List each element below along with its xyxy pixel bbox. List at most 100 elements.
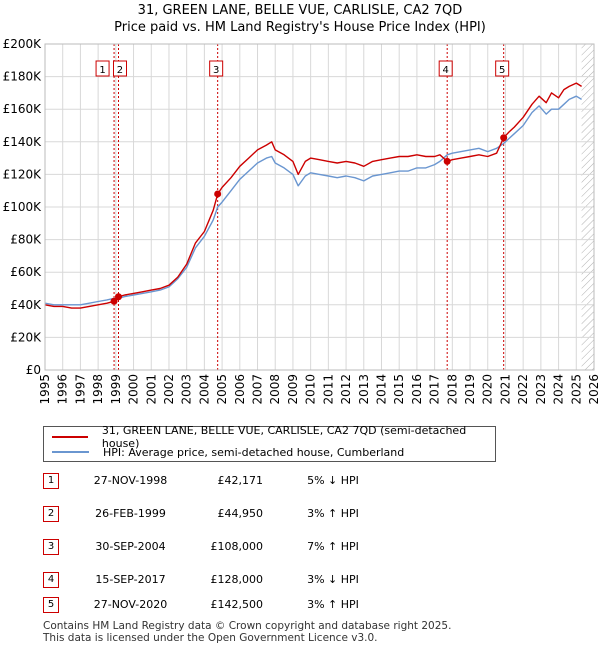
transaction-price: £108,000	[210, 540, 264, 553]
sale-marker-label: 3	[213, 65, 219, 76]
y-tick-label: £140K	[3, 135, 43, 149]
x-tick-label: 1996	[56, 374, 70, 405]
sale-marker-box	[95, 60, 110, 77]
x-tick-label: 2018	[445, 374, 459, 405]
legend-label-hpi: HPI: Average price, semi-detached house,…	[103, 445, 405, 459]
x-tick-label: 2026	[587, 374, 600, 405]
x-tick-label: 1998	[91, 374, 105, 405]
y-tick-label: £60K	[10, 265, 42, 279]
table-row: 4 15-SEP-2017 £128,000 3% ↓ HPI	[43, 569, 463, 589]
y-tick-label: £100K	[3, 200, 43, 214]
x-tick-label: 2002	[162, 374, 176, 405]
x-tick-label: 2005	[215, 374, 229, 405]
property-price-line	[44, 82, 582, 309]
x-tick-label: 2024	[552, 374, 566, 405]
y-tick-label: £180K	[3, 70, 43, 84]
x-tick-label: 2008	[268, 374, 282, 405]
y-tick-label: £0	[26, 363, 41, 377]
y-tick-label: £120K	[3, 167, 43, 181]
transaction-number-badge: 2	[43, 506, 59, 522]
x-tick-label: 2016	[410, 374, 424, 405]
legend-swatch-property	[52, 436, 88, 438]
table-row: 5 27-NOV-2020 £142,500 3% ↑ HPI	[43, 594, 463, 614]
transaction-number-badge: 5	[43, 597, 59, 613]
chart-title-line1: 31, GREEN LANE, BELLE VUE, CARLISLE, CA2…	[137, 3, 463, 18]
x-tick-label: 2014	[374, 374, 388, 405]
transaction-hpi-diff: 7% ↑ HPI	[307, 540, 359, 553]
x-tick-label: 2010	[304, 374, 318, 405]
x-tick-label: 2023	[534, 374, 548, 405]
x-tick-label: 2017	[428, 374, 442, 405]
x-tick-label: 2009	[286, 374, 300, 405]
sale-marker-lines: 1 2 3 4 5	[95, 44, 510, 370]
footer-licence: This data is licensed under the Open Gov…	[43, 632, 378, 644]
legend-swatch-hpi	[52, 451, 89, 453]
sale-points	[110, 134, 508, 305]
table-row: 3 30-SEP-2004 £108,000 7% ↑ HPI	[43, 536, 463, 556]
transaction-price: £44,950	[217, 507, 264, 520]
x-tick-label: 2012	[339, 374, 353, 405]
x-tick-label: 2004	[197, 374, 211, 405]
sale-marker-box	[495, 60, 510, 77]
sale-point	[110, 297, 118, 305]
x-tick-label: 2000	[127, 374, 141, 405]
sale-marker-label: 5	[499, 65, 505, 76]
table-row: 1 27-NOV-1998 £42,171 5% ↓ HPI	[43, 470, 463, 490]
x-tick-label: 2001	[144, 374, 158, 405]
transaction-price: £42,171	[217, 474, 264, 487]
sale-point	[443, 157, 451, 165]
grid	[44, 43, 595, 371]
sale-marker-label: 2	[117, 65, 123, 76]
plot-frame	[44, 43, 595, 371]
sale-marker-label: 1	[99, 65, 105, 76]
sale-marker-box	[209, 60, 224, 77]
transaction-price: £128,000	[210, 573, 264, 586]
hpi-line	[44, 95, 582, 306]
x-tick-label: 2013	[357, 374, 371, 405]
sale-marker-box	[438, 60, 453, 77]
x-tick-label: 1997	[73, 374, 87, 405]
footer: Contains HM Land Registry data © Crown c…	[43, 620, 451, 644]
legend: 31, GREEN LANE, BELLE VUE, CARLISLE, CA2…	[43, 424, 496, 462]
y-tick-label: £80K	[10, 233, 42, 247]
y-tick-label: £160K	[3, 102, 43, 116]
axes: £0 £20K £40K £60K £80K £100K £120K £140K £160K £1…	[3, 37, 600, 405]
x-tick-label: 2015	[392, 374, 406, 405]
chart-title-line2: Price paid vs. HM Land Registry's House …	[114, 20, 486, 35]
sale-marker-label: 4	[442, 65, 448, 76]
transaction-date: 15-SEP-2017	[95, 573, 166, 586]
sale-point	[114, 293, 122, 301]
footer-copyright: Contains HM Land Registry data © Crown c…	[43, 620, 452, 632]
transaction-date: 26-FEB-1999	[95, 507, 166, 520]
x-tick-label: 2022	[516, 374, 530, 405]
x-tick-label: 2019	[463, 374, 477, 405]
transaction-date: 27-NOV-2020	[93, 598, 168, 611]
series-lines	[44, 82, 582, 309]
transaction-hpi-diff: 3% ↑ HPI	[307, 507, 359, 520]
x-tick-label: 2007	[251, 374, 265, 405]
y-tick-label: £20K	[10, 330, 42, 344]
legend-item-hpi: HPI: Average price, semi-detached house,…	[52, 445, 404, 459]
sale-marker-box	[112, 60, 127, 77]
x-tick-label: 2021	[498, 374, 512, 405]
transaction-number-badge: 3	[43, 539, 59, 555]
x-tick-label: 2020	[481, 374, 495, 405]
x-tick-label: 1999	[109, 374, 123, 405]
legend-item-property: 31, GREEN LANE, BELLE VUE, CARLISLE, CA2…	[52, 424, 495, 450]
x-tick-label: 2006	[233, 374, 247, 405]
x-tick-label: 1995	[38, 374, 52, 405]
sale-point	[500, 134, 508, 142]
y-tick-label: £200K	[3, 37, 43, 51]
y-tick-label: £40K	[10, 298, 42, 312]
transaction-hpi-diff: 3% ↓ HPI	[307, 573, 359, 586]
transaction-date: 27-NOV-1998	[93, 474, 168, 487]
transaction-number-badge: 1	[43, 473, 59, 489]
x-tick-label: 2011	[321, 374, 335, 405]
legend-label-property: 31, GREEN LANE, BELLE VUE, CARLISLE, CA2…	[101, 424, 467, 450]
transaction-hpi-diff: 5% ↓ HPI	[307, 474, 359, 487]
x-tick-label: 2003	[180, 374, 194, 405]
sale-point	[214, 190, 222, 198]
transaction-hpi-diff: 3% ↑ HPI	[307, 598, 359, 611]
transaction-price: £142,500	[210, 598, 264, 611]
